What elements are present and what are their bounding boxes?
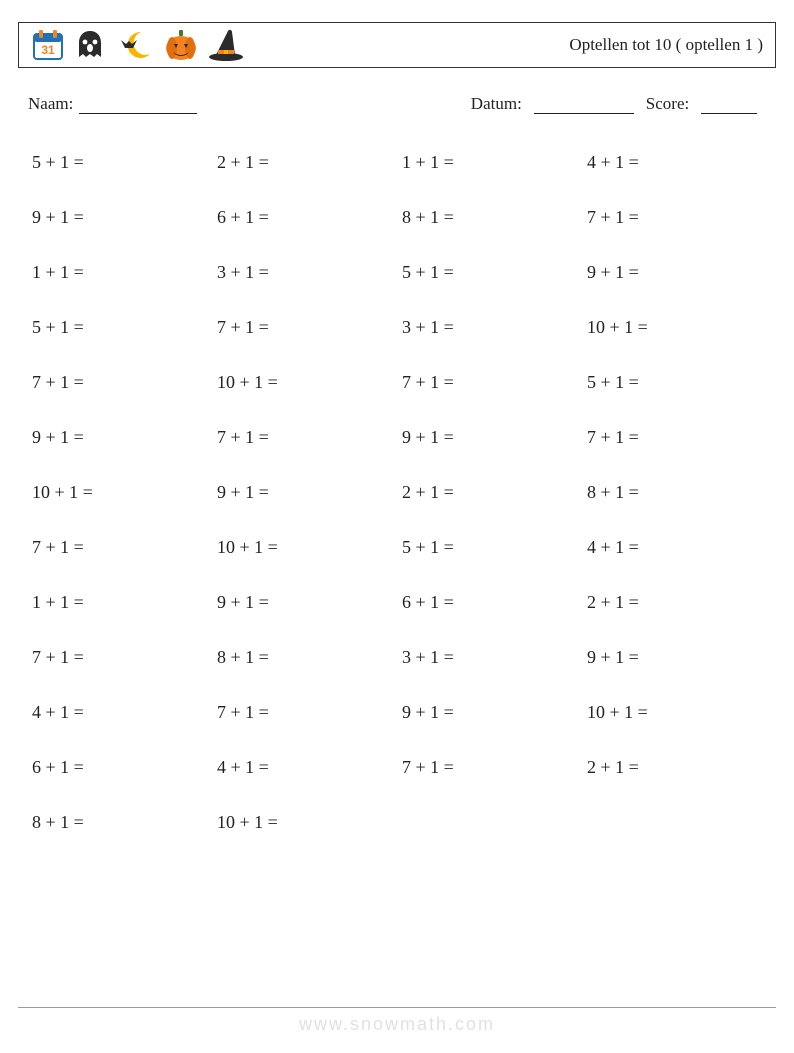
score-label: Score: [646,94,689,114]
problem-cell: 2 + 1 = [587,592,762,613]
moon-bat-icon [115,28,155,62]
problem-cell: 5 + 1 = [32,317,207,338]
meta-row: Naam: Datum: Score: [18,94,776,114]
problem-cell: 2 + 1 = [587,757,762,778]
watermark-text: www.snowmath.com [0,1014,794,1035]
name-label: Naam: [28,94,73,114]
worksheet-page: 31 [0,0,794,1053]
problem-cell: 8 + 1 = [402,207,577,228]
problem-cell: 8 + 1 = [217,647,392,668]
problems-grid: 5 + 1 = 2 + 1 = 1 + 1 = 4 + 1 = 9 + 1 = 6 + 1… [18,152,776,833]
calendar-31-icon: 31 [31,28,65,62]
header-box: 31 [18,22,776,68]
problem-cell: 9 + 1 = [402,427,577,448]
problem-cell: 7 + 1 = [402,757,577,778]
problem-cell: 9 + 1 = [402,702,577,723]
problem-cell: 9 + 1 = [32,207,207,228]
jack-o-lantern-icon [163,28,199,62]
ghost-icon [73,28,107,62]
header-icons: 31 [31,28,245,62]
problem-cell: 3 + 1 = [217,262,392,283]
problem-cell: 10 + 1 = [587,702,762,723]
problem-cell: 10 + 1 = [217,372,392,393]
problem-cell: 7 + 1 = [217,427,392,448]
problem-cell: 3 + 1 = [402,317,577,338]
problem-cell: 7 + 1 = [32,372,207,393]
problem-cell: 4 + 1 = [587,152,762,173]
date-field[interactable] [534,95,634,114]
problem-cell: 10 + 1 = [587,317,762,338]
problem-cell: 1 + 1 = [32,592,207,613]
problem-cell: 5 + 1 = [587,372,762,393]
problem-cell: 4 + 1 = [587,537,762,558]
problem-cell: 5 + 1 = [32,152,207,173]
problem-cell: 3 + 1 = [402,647,577,668]
problem-cell: 1 + 1 = [402,152,577,173]
problem-cell: 4 + 1 = [32,702,207,723]
problem-cell: 4 + 1 = [217,757,392,778]
score-field[interactable] [701,95,757,114]
problem-cell: 7 + 1 = [217,317,392,338]
problem-cell: 5 + 1 = [402,262,577,283]
problem-cell: 7 + 1 = [217,702,392,723]
problem-cell: 9 + 1 = [32,427,207,448]
problem-cell: 7 + 1 = [587,427,762,448]
problem-cell: 8 + 1 = [587,482,762,503]
footer-divider [18,1007,776,1008]
witch-hat-icon [207,28,245,62]
worksheet-title: Optellen tot 10 ( optellen 1 ) [569,35,763,55]
problem-cell: 6 + 1 = [402,592,577,613]
problem-cell: 10 + 1 = [32,482,207,503]
svg-text:31: 31 [41,43,55,57]
name-field[interactable] [79,95,197,114]
problem-cell: 2 + 1 = [217,152,392,173]
problem-cell: 9 + 1 = [217,482,392,503]
problem-cell: 7 + 1 = [32,647,207,668]
problem-cell: 9 + 1 = [587,262,762,283]
problem-cell: 7 + 1 = [587,207,762,228]
problem-cell: 9 + 1 = [217,592,392,613]
footer: www.snowmath.com [0,1007,794,1035]
problem-cell: 8 + 1 = [32,812,207,833]
problem-cell: 1 + 1 = [32,262,207,283]
problem-cell: 5 + 1 = [402,537,577,558]
problem-cell: 9 + 1 = [587,647,762,668]
problem-cell: 6 + 1 = [217,207,392,228]
problem-cell: 10 + 1 = [217,812,392,833]
date-label: Datum: [471,94,522,114]
problem-cell: 7 + 1 = [32,537,207,558]
problem-cell: 6 + 1 = [32,757,207,778]
problem-cell: 7 + 1 = [402,372,577,393]
problem-cell: 10 + 1 = [217,537,392,558]
problem-cell: 2 + 1 = [402,482,577,503]
